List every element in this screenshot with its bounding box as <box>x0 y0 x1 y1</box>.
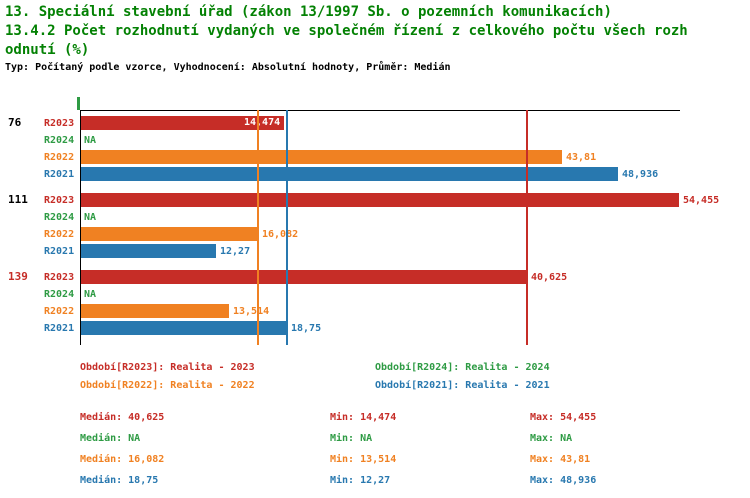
series-row-label-r2023: R2023 <box>44 272 75 283</box>
bar-value-label: 40,625 <box>531 272 568 283</box>
bar-value-label: 14,474 <box>240 116 285 130</box>
bar-r2022-group3 <box>81 304 229 318</box>
bar-r2023-group2 <box>81 193 679 207</box>
stat-median: Medián: 18,75 <box>80 475 159 486</box>
bar-r2022-group2 <box>81 227 258 241</box>
series-row-label-r2021: R2021 <box>44 323 75 334</box>
bar-value-na: NA <box>84 212 97 223</box>
series-row-label-r2024: R2024 <box>44 212 75 223</box>
report-title-line1: 13. Speciální stavební úřad (zákon 13/19… <box>5 4 612 20</box>
bar-value-na: NA <box>84 289 97 300</box>
legend-item-3: Období[R2022]: Realita - 2022 <box>80 380 255 391</box>
bar-value-label: 48,936 <box>622 169 659 180</box>
median-marker-r2024-na <box>77 97 80 110</box>
stat-max: Max: 48,936 <box>530 475 597 486</box>
series-row-label-r2021: R2021 <box>44 246 75 257</box>
bar-value-label: 12,27 <box>220 246 251 257</box>
stat-min: Min: 13,514 <box>330 454 397 465</box>
stat-median: Medián: NA <box>80 433 141 444</box>
group-label: 76 <box>8 116 22 129</box>
series-row-label-r2021: R2021 <box>44 169 75 180</box>
median-line-r2021 <box>286 110 288 345</box>
bar-value-label: 18,75 <box>291 323 322 334</box>
series-row-label-r2023: R2023 <box>44 118 75 129</box>
series-row-label-r2022: R2022 <box>44 229 75 240</box>
bar-r2021-group1 <box>81 167 618 181</box>
report-title-line2: 13.4.2 Počet rozhodnutí vydaných ve spol… <box>5 23 688 39</box>
bar-r2023-group3 <box>81 270 527 284</box>
bar-r2022-group1 <box>81 150 562 164</box>
stat-min: Min: 14,474 <box>330 412 397 423</box>
series-row-label-r2024: R2024 <box>44 135 75 146</box>
report-title-line3: odnutí (%) <box>5 42 90 58</box>
stat-max: Max: NA <box>530 433 573 444</box>
bar-value-label: 16,082 <box>262 229 299 240</box>
bar-r2021-group2 <box>81 244 216 258</box>
stat-max: Max: 54,455 <box>530 412 597 423</box>
series-row-label-r2023: R2023 <box>44 195 75 206</box>
group-label: 111 <box>8 193 28 206</box>
stat-min: Min: NA <box>330 433 373 444</box>
median-line-r2022 <box>257 110 259 345</box>
x-axis-top-line <box>80 110 680 111</box>
series-row-label-r2022: R2022 <box>44 152 75 163</box>
stat-min: Min: 12,27 <box>330 475 391 486</box>
group-label: 139 <box>8 270 28 283</box>
bar-value-label: 13,514 <box>233 306 270 317</box>
y-axis-line <box>80 110 81 345</box>
series-row-label-r2024: R2024 <box>44 289 75 300</box>
stat-median: Medián: 40,625 <box>80 412 165 423</box>
bar-value-label: 54,455 <box>683 195 720 206</box>
stat-max: Max: 43,81 <box>530 454 591 465</box>
chart-type-info: Typ: Počítaný podle vzorce, Vyhodnocení:… <box>5 62 451 73</box>
stat-median: Medián: 16,082 <box>80 454 165 465</box>
bar-r2023-group1 <box>81 116 240 130</box>
median-line-r2023 <box>526 110 528 345</box>
bar-r2021-group3 <box>81 321 287 335</box>
series-row-label-r2022: R2022 <box>44 306 75 317</box>
bar-value-label: 43,81 <box>566 152 597 163</box>
bar-value-na: NA <box>84 135 97 146</box>
legend-item-4: Období[R2021]: Realita - 2021 <box>375 380 550 391</box>
legend-item-1: Období[R2023]: Realita - 2023 <box>80 362 255 373</box>
legend-item-2: Období[R2024]: Realita - 2024 <box>375 362 550 373</box>
